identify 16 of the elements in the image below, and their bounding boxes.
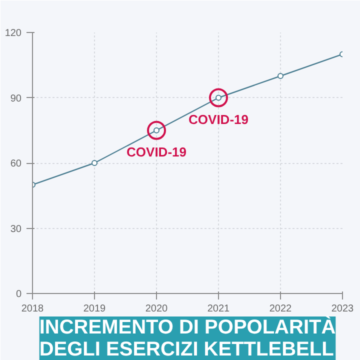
y-tick-label: 90 bbox=[10, 93, 22, 104]
x-tick-label: 2023 bbox=[331, 304, 354, 314]
y-tick-label: 120 bbox=[4, 28, 22, 39]
x-tick-label: 2022 bbox=[269, 304, 292, 314]
x-tick-label: 2019 bbox=[83, 304, 106, 314]
point bbox=[92, 160, 98, 166]
x-tick-label: 2018 bbox=[21, 304, 44, 314]
annotation: COVID-19 bbox=[126, 144, 186, 160]
text: INCREMENTO DI POPOLARITÀ DEGLI ESERCIZI KETTLEBELL bbox=[39, 316, 336, 360]
y-tick-label: 0 bbox=[16, 289, 22, 300]
x-tick-label: 2020 bbox=[145, 304, 168, 314]
y-tick-label: 30 bbox=[10, 224, 22, 235]
annotation: COVID-19 bbox=[188, 112, 248, 127]
x-tick-label: 2021 bbox=[207, 304, 230, 314]
y-tick-label: 60 bbox=[10, 158, 22, 170]
point bbox=[278, 73, 284, 79]
